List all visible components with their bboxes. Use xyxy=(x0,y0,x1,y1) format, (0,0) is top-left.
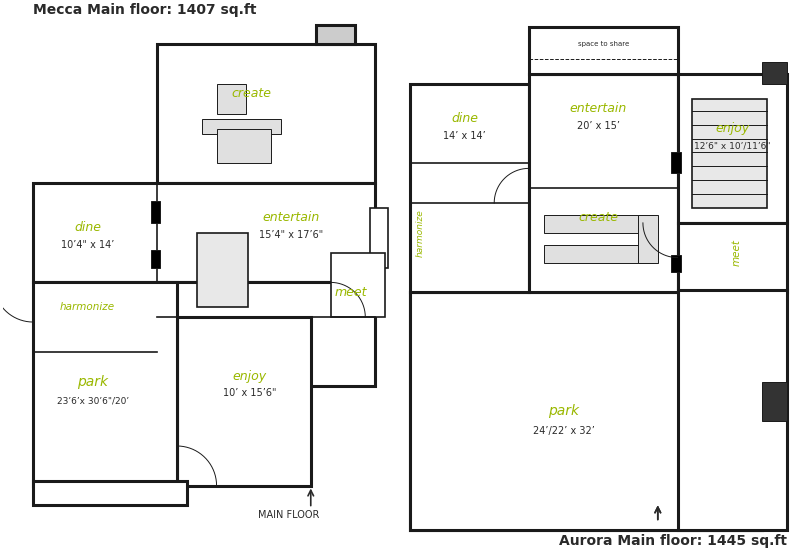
Bar xyxy=(638,215,658,263)
Text: dine: dine xyxy=(74,221,101,234)
Bar xyxy=(762,381,786,421)
Bar xyxy=(678,290,786,530)
Text: 24’/22’ x 32’: 24’/22’ x 32’ xyxy=(533,426,594,436)
Bar xyxy=(670,255,681,273)
Bar xyxy=(410,84,529,292)
Text: space to share: space to share xyxy=(578,41,629,48)
Text: 10’ x 15’6": 10’ x 15’6" xyxy=(222,389,276,398)
Bar xyxy=(762,62,786,84)
Bar xyxy=(157,282,375,386)
Bar xyxy=(410,292,762,530)
Text: 12’6" x 10’/11’6": 12’6" x 10’/11’6" xyxy=(694,141,770,150)
Bar xyxy=(217,129,271,164)
Bar xyxy=(693,99,767,208)
Text: harmonize: harmonize xyxy=(60,302,115,312)
Text: meet: meet xyxy=(732,239,742,266)
Bar xyxy=(544,215,653,233)
Bar xyxy=(33,480,187,506)
Text: entertain: entertain xyxy=(570,102,627,115)
Text: 14’ x 14’: 14’ x 14’ xyxy=(443,130,486,141)
Bar xyxy=(151,250,160,268)
Bar xyxy=(33,282,177,486)
Text: MAIN FLOOR: MAIN FLOOR xyxy=(258,510,320,520)
Bar xyxy=(157,44,375,183)
Text: 10’4" x 14’: 10’4" x 14’ xyxy=(61,240,114,250)
Text: park: park xyxy=(77,375,108,389)
Bar xyxy=(544,245,653,263)
Text: harmonize: harmonize xyxy=(415,209,424,256)
Text: create: create xyxy=(578,212,618,225)
Text: Mecca Main floor: 1407 sq.ft: Mecca Main floor: 1407 sq.ft xyxy=(33,3,257,17)
Bar xyxy=(370,208,388,268)
Bar xyxy=(33,183,375,282)
Bar xyxy=(197,233,248,307)
Text: 15’4" x 17’6": 15’4" x 17’6" xyxy=(259,230,323,240)
Text: enjoy: enjoy xyxy=(715,122,750,135)
Bar xyxy=(670,152,681,173)
Text: park: park xyxy=(548,404,579,418)
Bar xyxy=(410,292,762,530)
Bar xyxy=(151,201,160,223)
Bar xyxy=(202,119,281,134)
Bar xyxy=(177,317,310,486)
Text: 23’6’x 30’6"/20’: 23’6’x 30’6"/20’ xyxy=(57,397,129,406)
Bar xyxy=(678,74,786,223)
Text: 20’ x 15’: 20’ x 15’ xyxy=(577,121,620,130)
Bar xyxy=(217,84,246,114)
Bar xyxy=(330,253,385,317)
Bar xyxy=(529,26,678,74)
Bar xyxy=(529,74,678,292)
Text: dine: dine xyxy=(451,113,478,125)
Text: create: create xyxy=(231,87,271,100)
Text: entertain: entertain xyxy=(262,212,319,225)
Text: enjoy: enjoy xyxy=(232,370,266,383)
Text: meet: meet xyxy=(334,286,366,299)
Text: Aurora Main floor: 1445 sq.ft: Aurora Main floor: 1445 sq.ft xyxy=(558,534,786,548)
Bar xyxy=(316,25,355,44)
Bar xyxy=(33,282,157,352)
Bar xyxy=(678,223,786,292)
